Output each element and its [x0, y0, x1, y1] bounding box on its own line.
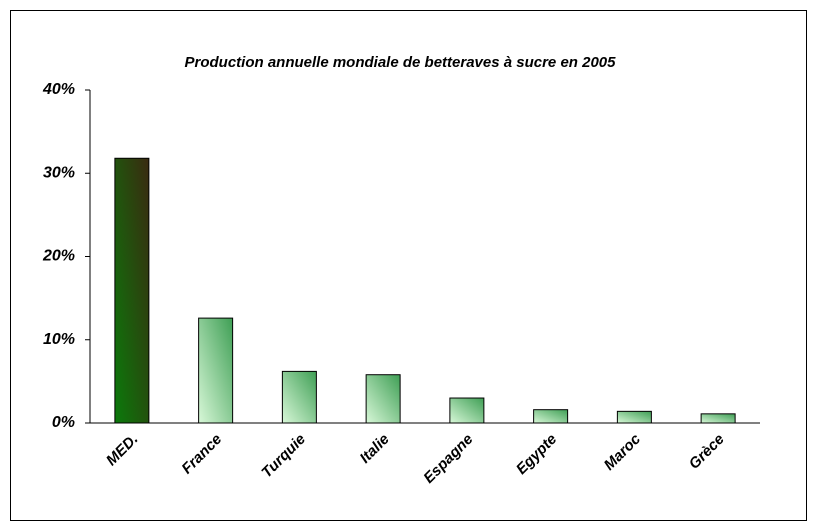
bar [700, 413, 736, 424]
bar [533, 409, 569, 424]
bar [114, 157, 150, 424]
y-tick-label: 30% [43, 164, 75, 181]
bar [365, 374, 401, 424]
y-tick-label: 0% [52, 414, 75, 431]
y-tick-label: 40% [42, 81, 75, 98]
bar [616, 410, 652, 424]
y-tick-label: 10% [43, 331, 75, 348]
y-tick-label: 20% [42, 248, 75, 265]
bar [449, 397, 485, 424]
bar [198, 317, 234, 424]
bar [281, 370, 317, 424]
chart-title: Production annuelle mondiale de betterav… [185, 54, 617, 71]
